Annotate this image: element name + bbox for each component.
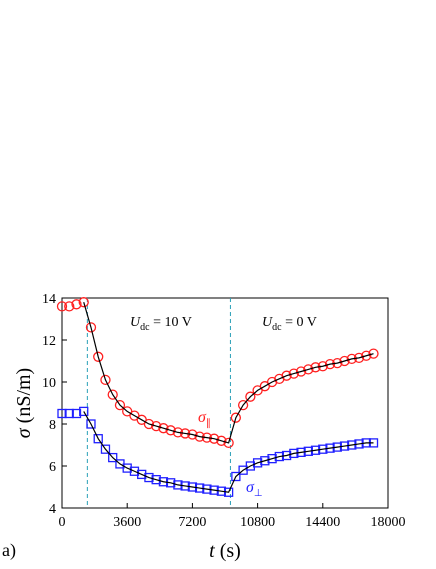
data-point <box>108 452 118 463</box>
x-tick-label: 3600 <box>113 515 141 530</box>
data-point <box>310 362 321 373</box>
data-point <box>288 368 299 379</box>
x-tick-label: 0 <box>59 515 66 530</box>
data-point <box>245 391 256 402</box>
x-label-unit: (s) <box>220 540 241 562</box>
y-tick-label: 6 <box>49 460 56 475</box>
data-point <box>216 435 227 446</box>
data-point <box>231 471 241 482</box>
data-point <box>86 419 96 429</box>
y-tick-label: 14 <box>42 292 56 307</box>
plot-frame <box>61 297 389 509</box>
data-point <box>281 370 292 381</box>
data-point <box>93 434 103 444</box>
annotation: σ⊥ <box>246 479 263 499</box>
x-tick-label: 10800 <box>240 515 275 530</box>
data-point <box>194 431 205 442</box>
data-point <box>114 399 126 411</box>
y-tick-label: 12 <box>42 334 56 349</box>
annotation-symbol: σ <box>246 479 255 496</box>
data-point <box>100 374 111 386</box>
data-point <box>361 350 372 361</box>
x-tick-label: 7200 <box>178 515 206 530</box>
y-tick-label: 10 <box>42 376 56 391</box>
data-point <box>137 469 147 480</box>
data-point <box>172 427 184 438</box>
data-point <box>245 461 256 471</box>
data-point <box>368 348 379 359</box>
data-point <box>237 399 249 411</box>
data-point <box>144 472 154 483</box>
data-point <box>93 351 104 362</box>
data-point <box>353 352 365 364</box>
data-point <box>56 301 68 312</box>
data-point <box>303 364 314 375</box>
annotation-symbol: σ <box>198 409 207 426</box>
data-point <box>267 453 277 464</box>
fit-line <box>83 411 374 493</box>
data-point <box>339 355 350 367</box>
data-point <box>107 389 118 400</box>
data-point <box>180 428 191 439</box>
data-point <box>64 408 74 419</box>
y-tick-label: 8 <box>49 418 56 433</box>
data-point <box>223 437 234 449</box>
data-point <box>129 466 140 476</box>
data-point <box>79 406 89 417</box>
data-point <box>324 358 336 370</box>
data-point <box>122 463 132 473</box>
x-tick-label: 18000 <box>371 515 406 530</box>
data-point <box>85 322 97 333</box>
data-point <box>71 408 82 419</box>
annotation-sub: ∥ <box>206 418 211 429</box>
data-point <box>208 433 220 444</box>
annotation: Udc = 0 V <box>262 315 317 333</box>
data-point <box>332 357 343 369</box>
x-axis-label: t (s) <box>209 540 241 562</box>
annotation-symbol: U <box>262 315 273 330</box>
annotation-sub: dc <box>272 322 282 333</box>
annotation-sub: ⊥ <box>254 488 263 499</box>
y-label-symbol: σ <box>13 427 35 438</box>
annotation: σ∥ <box>198 409 211 429</box>
data-point <box>230 412 242 423</box>
data-point <box>346 353 357 365</box>
annotation-text: = 0 V <box>282 315 317 330</box>
data-point <box>151 420 162 432</box>
fit-line <box>83 302 374 444</box>
data-point <box>64 301 75 312</box>
data-point <box>201 432 213 443</box>
annotation-text: = 10 V <box>150 315 192 330</box>
y-tick-label: 4 <box>49 502 56 517</box>
annotation-sub: dc <box>140 322 150 333</box>
data-point <box>260 456 270 466</box>
annotation: Udc = 10 V <box>130 315 192 333</box>
data-point <box>158 423 169 434</box>
data-point <box>165 425 176 436</box>
x-label-symbol: t <box>209 540 215 562</box>
data-point <box>187 429 198 440</box>
data-point <box>100 444 111 454</box>
panel-label: a) <box>2 540 16 561</box>
y-axis-label: σ (nS/m) <box>13 368 35 438</box>
data-point <box>317 361 328 372</box>
data-point <box>151 474 161 485</box>
data-point <box>143 418 155 430</box>
data-point <box>252 458 263 468</box>
y-label-unit: (nS/m) <box>13 368 35 424</box>
data-point <box>295 366 307 377</box>
x-tick-label: 14400 <box>305 515 340 530</box>
annotation-symbol: U <box>130 315 141 330</box>
data-point <box>71 299 82 310</box>
data-point <box>57 408 67 419</box>
data-point <box>78 297 89 308</box>
